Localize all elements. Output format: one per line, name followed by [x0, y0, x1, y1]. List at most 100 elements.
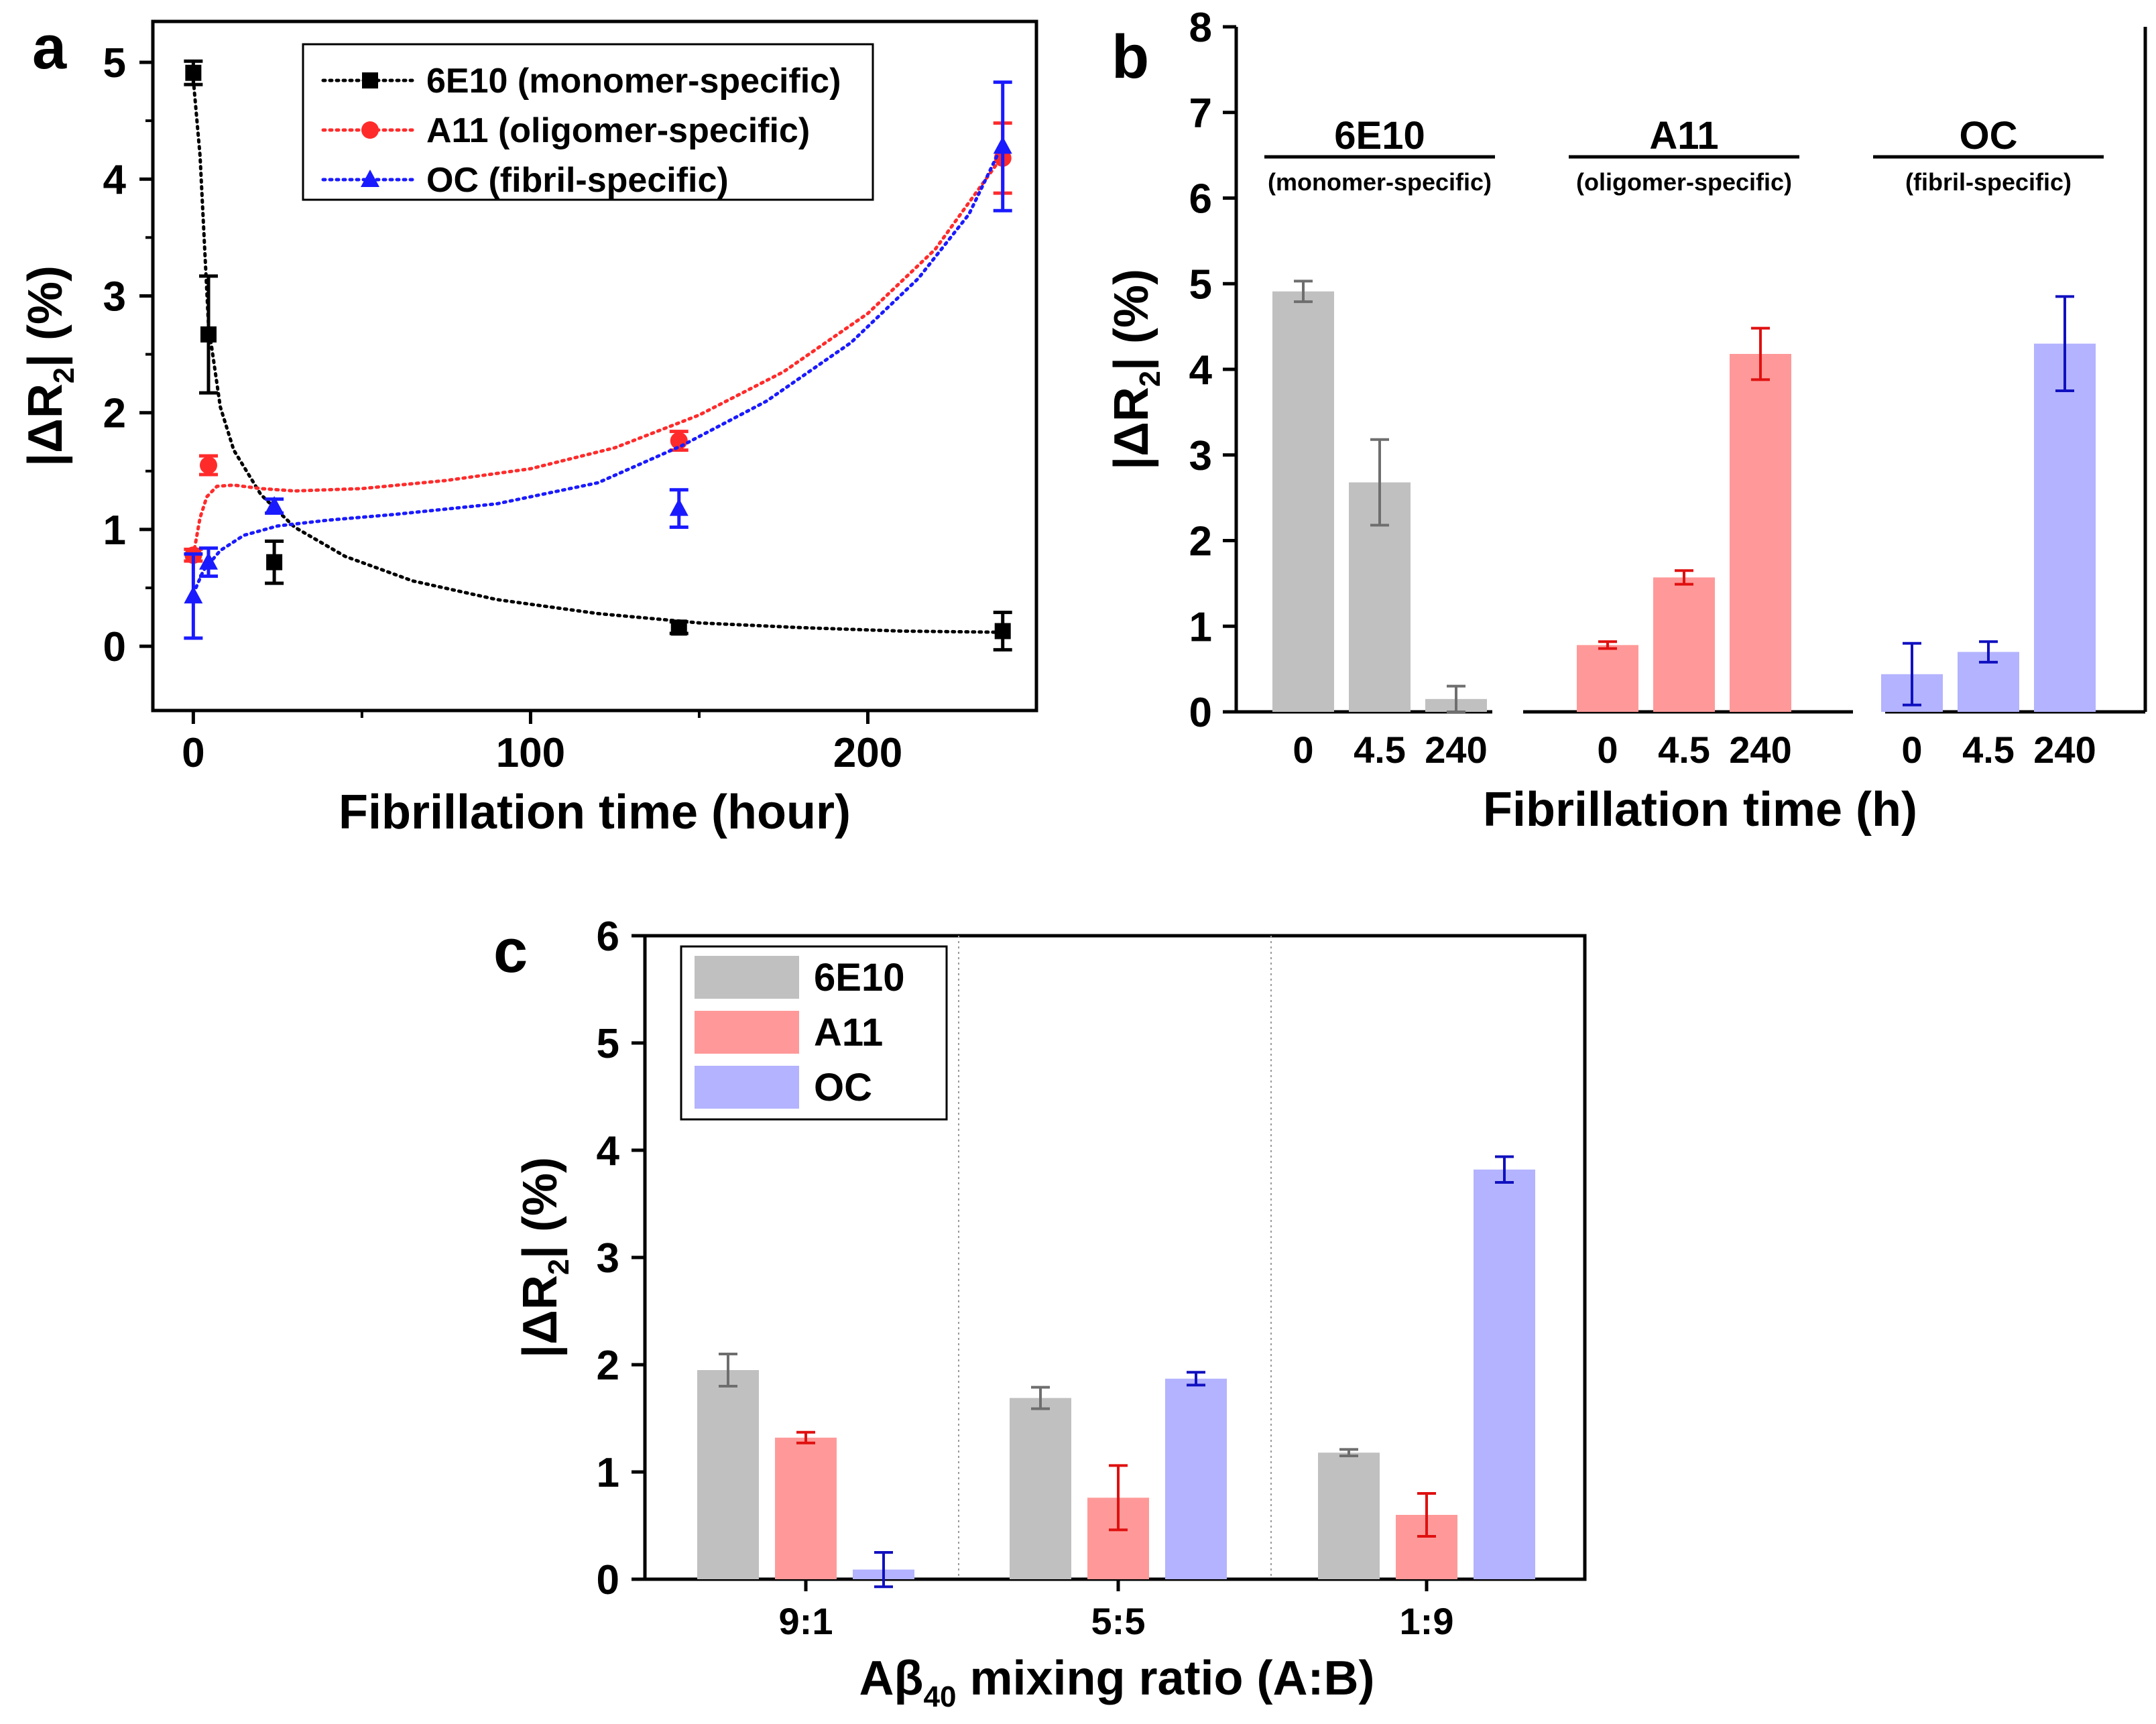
y-axis-label-subscript: 2 [543, 1259, 575, 1275]
data-point-circle [200, 456, 218, 475]
error-bar [2055, 295, 2074, 392]
error-bar [1447, 684, 1465, 713]
y-tick-label: 1 [1189, 604, 1212, 650]
error-bar [1417, 1492, 1436, 1538]
y-tick-label: 0 [1189, 690, 1212, 736]
y-axis-label: |ΔR2| (%) [514, 1157, 575, 1358]
x-axis-label: Fibrillation time (hour) [339, 786, 851, 839]
y-tick-label: 1 [103, 507, 126, 554]
y-axis-label-part: |ΔR [1105, 387, 1158, 470]
x-tick-label: 4.5 [1658, 729, 1710, 771]
x-tick-label: 4.5 [1354, 729, 1406, 771]
y-tick-label: 5 [103, 40, 126, 86]
y-tick-label: 4 [597, 1128, 620, 1174]
x-tick-label: 0 [1293, 729, 1313, 771]
panel-label-b: b [1112, 23, 1149, 91]
x-axis-label: Fibrillation time (h) [1483, 783, 1917, 837]
legend-label: A11 (oligomer-specific) [426, 111, 810, 150]
bar-A11-9:1 [775, 1437, 837, 1579]
error-bar [1031, 1386, 1050, 1410]
error-bar [1979, 640, 1998, 664]
error-bar [1294, 280, 1313, 304]
y-tick-label: 0 [103, 624, 126, 670]
plot-frame [151, 19, 1038, 713]
y-axis-label: |ΔR2| (%) [1105, 269, 1166, 470]
y-tick-label: 7 [1189, 90, 1212, 137]
error-bar [874, 1551, 893, 1589]
group-title-A11: A11 [1649, 114, 1718, 158]
x-axis-label-part: Aβ [859, 1652, 924, 1705]
data-point-square [185, 64, 202, 81]
data-point-square [670, 619, 687, 636]
error-bar [1109, 1464, 1128, 1532]
data-point-triangle [265, 496, 284, 514]
data-point-triangle [669, 498, 688, 516]
bar-6E10-0 [1272, 291, 1334, 712]
error-bar [1598, 640, 1617, 650]
data-point-square [200, 326, 217, 343]
y-axis-label-part: | (%) [19, 265, 72, 367]
legend-swatch-OC [695, 1066, 799, 1109]
bar-6E10-5:5 [1010, 1398, 1071, 1579]
bar-A11-0 [1577, 645, 1638, 712]
x-axis-label-part: mixing ratio (A:B) [956, 1652, 1374, 1705]
data-point-triangle [184, 586, 203, 604]
x-axis-label-subscript: 40 [924, 1680, 957, 1713]
x-tick-label: 0 [182, 730, 204, 776]
y-axis-label-part: | (%) [514, 1157, 567, 1259]
y-axis-label-part: |ΔR [19, 383, 72, 467]
legend-label: OC [814, 1066, 872, 1109]
legend-marker-circle [361, 121, 379, 139]
legend-label: 6E10 (monomer-specific) [426, 62, 841, 101]
error-bar [1339, 1448, 1358, 1457]
bar-6E10-1:9 [1318, 1453, 1380, 1579]
x-tick-label: 9:1 [779, 1600, 833, 1642]
y-tick-label: 2 [103, 391, 126, 437]
y-axis-label-part: | (%) [1105, 269, 1158, 371]
legend-box [302, 43, 874, 201]
panel-label-c: c [493, 917, 528, 985]
y-tick-label: 6 [597, 914, 619, 960]
error-bar [1675, 569, 1693, 586]
data-point-circle [670, 432, 688, 450]
fit-curve-circle [191, 153, 1005, 557]
x-tick-label: 0 [1597, 729, 1618, 771]
panel-a-plot: 0 100 200 0 1 2 3 4 5 Fibrillation time (hour) |ΔR… [19, 19, 1038, 839]
x-tick-label: 240 [1425, 729, 1487, 771]
panel-c-legend: 6E10 A11 OC [680, 945, 948, 1121]
group-title-OC: OC [1960, 114, 2018, 158]
bar-A11-240 [1730, 354, 1791, 712]
group-title-6E10: 6E10 [1334, 114, 1425, 158]
legend-label: A11 [814, 1011, 883, 1054]
error-bar [1370, 438, 1389, 527]
y-tick-label: 5 [597, 1021, 619, 1067]
panel-a-legend: 6E10 (monomer-specific) A11 (oligomer-spe… [302, 43, 874, 201]
error-bar [1751, 326, 1770, 381]
y-axis-label-subscript: 2 [48, 367, 80, 383]
y-axis-label-part: |ΔR [514, 1275, 567, 1358]
data-point-triangle [993, 136, 1012, 154]
error-bar [1495, 1155, 1514, 1184]
x-tick-label: 4.5 [1962, 729, 2015, 771]
y-tick-label: 3 [1189, 433, 1212, 479]
y-tick-label: 3 [597, 1235, 619, 1282]
y-axis-label: |ΔR2| (%) [19, 265, 80, 467]
y-tick-label: 4 [1189, 347, 1213, 393]
x-axis-label: Aβ40 mixing ratio (A:B) [859, 1652, 1375, 1713]
fit-curve-triangle [191, 142, 1005, 596]
bar-OC-5:5 [1165, 1378, 1227, 1579]
error-bar [1187, 1371, 1205, 1387]
error-bar [719, 1353, 737, 1388]
y-axis-label-subscript: 2 [1134, 371, 1166, 387]
data-point-square [994, 623, 1011, 639]
group-subtitle-OC: (fibril-specific) [1905, 168, 2072, 196]
y-tick-label: 1 [597, 1450, 619, 1496]
x-tick-label: 240 [1729, 729, 1791, 771]
legend-label: 6E10 [814, 956, 904, 999]
group-subtitle-A11: (oligomer-specific) [1576, 168, 1792, 196]
